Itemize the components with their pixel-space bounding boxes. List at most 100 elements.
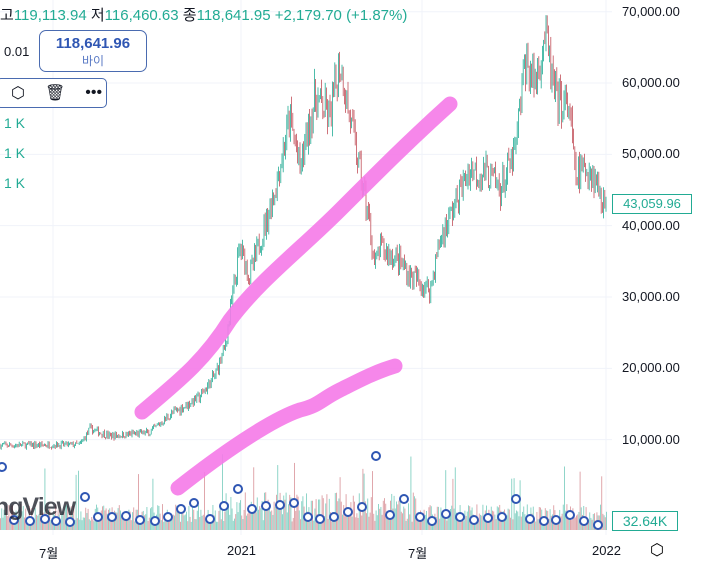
- trash-icon[interactable]: 🗑: [44, 85, 66, 102]
- event-marker[interactable]: [25, 516, 35, 526]
- event-marker[interactable]: [371, 451, 381, 461]
- time-tick-label: 2022: [592, 543, 621, 558]
- event-marker[interactable]: [511, 494, 521, 504]
- volume-bar: [446, 520, 448, 530]
- event-marker[interactable]: [441, 509, 451, 519]
- volume-bar: [562, 504, 564, 530]
- event-marker[interactable]: [121, 511, 131, 521]
- volume-bar: [306, 493, 307, 530]
- event-marker[interactable]: [343, 507, 353, 517]
- buy-label: 바이: [81, 54, 105, 68]
- volume-bar: [124, 513, 126, 530]
- volume-bar: [24, 517, 25, 530]
- event-marker[interactable]: [150, 516, 160, 526]
- event-marker[interactable]: [176, 504, 186, 514]
- volume-bar: [348, 509, 349, 530]
- event-marker[interactable]: [593, 520, 603, 530]
- event-marker[interactable]: [357, 502, 367, 512]
- event-marker[interactable]: [539, 516, 549, 526]
- drawing-stroke-upper[interactable]: [134, 96, 458, 420]
- event-marker[interactable]: [189, 498, 199, 508]
- event-marker[interactable]: [0, 462, 7, 472]
- volume-bar: [258, 509, 259, 530]
- volume-bar: [518, 516, 520, 530]
- volume-bar: [99, 520, 101, 530]
- volume-bar: [331, 521, 333, 530]
- event-marker[interactable]: [551, 515, 561, 525]
- volume-bar: [200, 509, 202, 530]
- event-marker[interactable]: [455, 512, 465, 522]
- volume-bar: [196, 510, 198, 530]
- event-marker[interactable]: [40, 514, 50, 524]
- order-qty: 0.01: [4, 44, 30, 59]
- volume-bar: [415, 498, 417, 530]
- event-marker[interactable]: [205, 514, 215, 524]
- event-marker[interactable]: [469, 515, 479, 525]
- event-marker[interactable]: [427, 516, 437, 526]
- event-marker[interactable]: [9, 515, 19, 525]
- volume-bar: [512, 519, 514, 530]
- volume-bar: [18, 516, 19, 530]
- volume-bar: [368, 516, 370, 530]
- volume-bar: [416, 520, 418, 530]
- event-marker[interactable]: [579, 516, 589, 526]
- volume-bar: [360, 507, 361, 530]
- volume-bar: [73, 505, 75, 530]
- event-marker[interactable]: [275, 500, 285, 510]
- volume-bar: [354, 501, 355, 530]
- event-marker[interactable]: [565, 510, 575, 520]
- volume-bar: [447, 513, 449, 530]
- volume-bar: [273, 501, 275, 530]
- event-marker[interactable]: [65, 517, 75, 527]
- event-marker[interactable]: [385, 510, 395, 520]
- more-icon[interactable]: •••: [85, 84, 103, 101]
- event-marker[interactable]: [219, 501, 229, 511]
- event-marker[interactable]: [51, 516, 61, 526]
- event-marker[interactable]: [247, 504, 257, 514]
- event-marker[interactable]: [399, 494, 409, 504]
- event-marker[interactable]: [93, 512, 103, 522]
- volume-bar: [405, 520, 407, 530]
- volume-bar: [248, 509, 250, 530]
- axis-settings-icon[interactable]: ⬡: [650, 542, 664, 559]
- event-marker[interactable]: [107, 512, 117, 522]
- volume-bar: [2, 517, 4, 530]
- volume-bar: [147, 521, 149, 530]
- volume-bar: [112, 517, 114, 530]
- event-marker[interactable]: [525, 514, 535, 524]
- volume-bar: [375, 510, 377, 530]
- volume-bar: [600, 504, 601, 530]
- volume-bar: [494, 514, 496, 530]
- buy-button[interactable]: 118,641.96 바이: [39, 30, 147, 72]
- price-tick-label: 20,000.00: [622, 360, 680, 376]
- event-marker[interactable]: [233, 484, 243, 494]
- drawing-stroke-lower[interactable]: [170, 358, 403, 496]
- volume-bar: [46, 520, 48, 530]
- volume-bar: [62, 511, 64, 530]
- volume-bar: [592, 514, 594, 530]
- event-marker[interactable]: [135, 515, 145, 525]
- volume-bar: [506, 515, 508, 530]
- volume-bar: [524, 514, 526, 530]
- event-marker[interactable]: [315, 514, 325, 524]
- volume-bar: [22, 506, 24, 530]
- volume-bar: [201, 515, 203, 530]
- volume-bar: [366, 513, 367, 530]
- event-marker[interactable]: [261, 501, 271, 511]
- volume-bar: [184, 514, 186, 530]
- event-marker[interactable]: [303, 512, 313, 522]
- event-marker[interactable]: [415, 512, 425, 522]
- volume-bar: [165, 521, 167, 530]
- event-marker[interactable]: [80, 492, 90, 502]
- event-marker[interactable]: [289, 498, 299, 508]
- volume-bar: [440, 507, 442, 530]
- event-marker[interactable]: [329, 512, 339, 522]
- volume-bar: [576, 515, 577, 530]
- event-marker[interactable]: [497, 512, 507, 522]
- event-marker[interactable]: [163, 512, 173, 522]
- settings-hex-icon[interactable]: ⬡: [11, 85, 25, 102]
- volume-bar: [538, 507, 540, 530]
- event-marker[interactable]: [483, 513, 493, 523]
- volume-bar: [254, 506, 256, 530]
